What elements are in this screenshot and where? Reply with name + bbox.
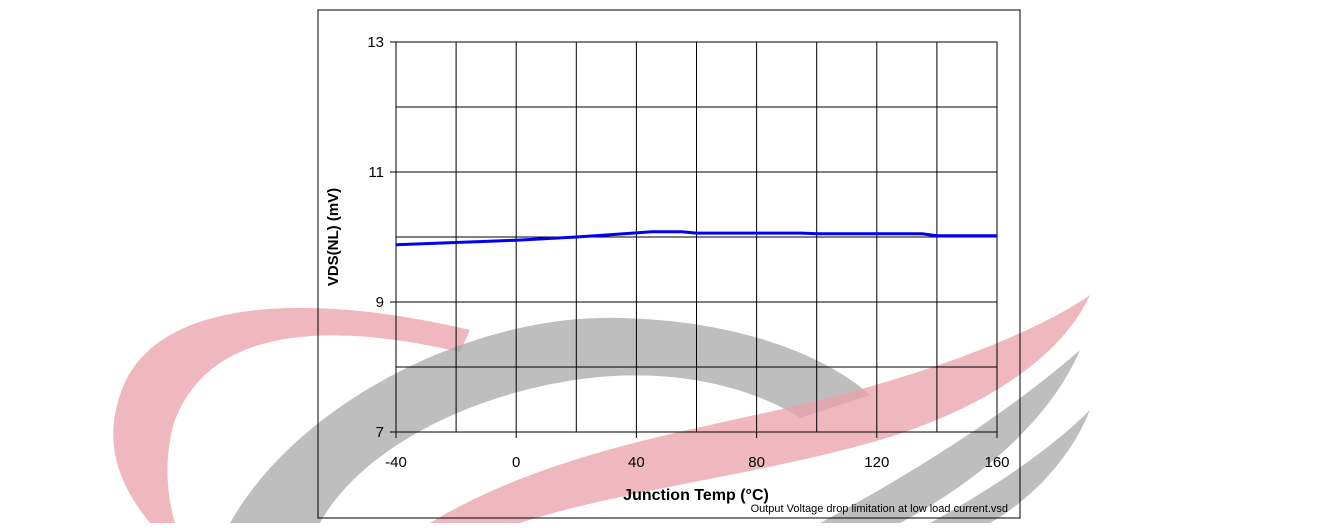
y-tick-label: 13 — [367, 34, 384, 51]
watermark — [113, 295, 1090, 523]
y-tick-label: 9 — [376, 294, 384, 311]
x-tick-label: -40 — [385, 454, 407, 471]
x-tick-label: 40 — [628, 454, 645, 471]
x-tick-label: 0 — [512, 454, 520, 471]
frame — [317, 9, 1021, 519]
x-tick-label: 160 — [984, 454, 1009, 471]
footnote: Output Voltage drop limitation at low lo… — [751, 503, 1008, 515]
y-tick-label: 7 — [376, 424, 384, 441]
x-axis-label: Junction Temp (°C) — [623, 487, 769, 504]
x-tick-label: 80 — [748, 454, 765, 471]
y-axis-label: VDS(NL) (mV) — [325, 188, 342, 286]
y-tick-label: 11 — [368, 164, 384, 181]
x-tick-label: 120 — [864, 454, 889, 471]
line — [395, 230, 997, 247]
